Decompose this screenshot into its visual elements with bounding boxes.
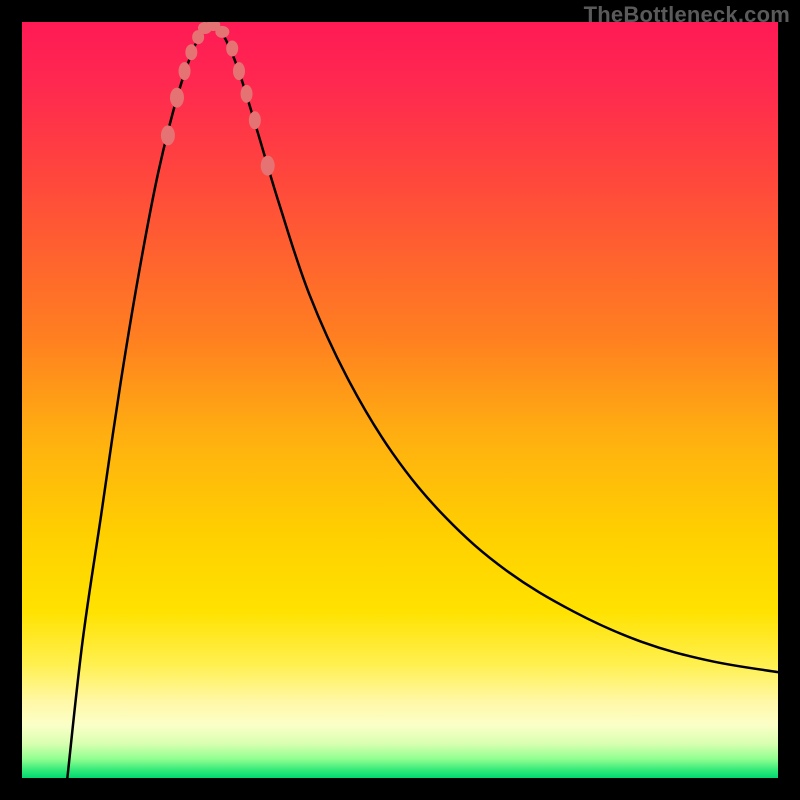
data-marker: [161, 125, 175, 145]
data-marker: [261, 156, 275, 176]
data-marker: [179, 62, 191, 80]
gradient-background: [22, 22, 778, 778]
data-marker: [249, 111, 261, 129]
watermark-text: TheBottleneck.com: [584, 2, 790, 28]
data-marker: [185, 44, 197, 60]
chart-frame: TheBottleneck.com: [0, 0, 800, 800]
data-marker: [233, 62, 245, 80]
data-marker: [170, 88, 184, 108]
data-marker: [241, 85, 253, 103]
plot-area: [22, 22, 778, 778]
data-marker: [215, 26, 229, 38]
chart-svg: [22, 22, 778, 778]
data-marker: [226, 40, 238, 56]
